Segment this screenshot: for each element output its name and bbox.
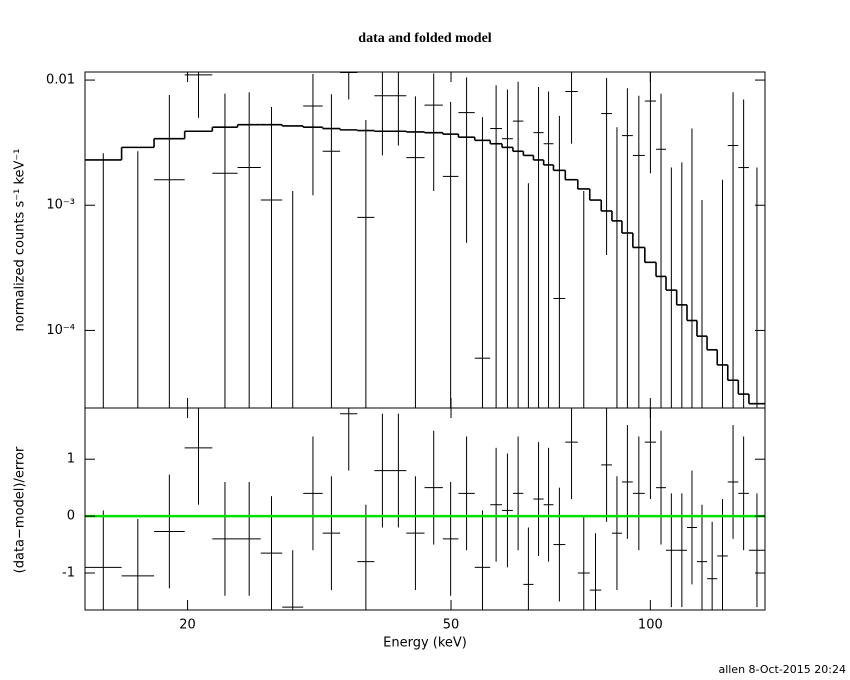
y-axis-label: normalized counts s⁻¹ keV⁻¹ [13,149,28,332]
y-tick-label: 1 [67,452,75,467]
y-tick-label: -1 [62,566,75,581]
x-tick-label: 100 [638,618,663,633]
y-tick-label: 10⁻³ [46,198,75,213]
y-tick-label: 0.01 [46,73,75,88]
panel-frame [84,71,766,409]
y-tick-label: 10⁻⁴ [46,323,75,338]
x-axis-label: Energy (keV) [383,636,467,651]
x-tick-label: 50 [443,618,460,633]
footer: allen 8-Oct-2015 20:24 [718,663,846,676]
plot-area [85,72,765,408]
panel-frame [84,407,766,611]
y-tick-label: 0 [67,509,75,524]
plot-area [85,408,765,610]
chart-title: data and folded model [358,31,492,46]
y-axis-label: (data−model)/error [13,446,28,573]
x-tick-label: 20 [179,618,196,633]
